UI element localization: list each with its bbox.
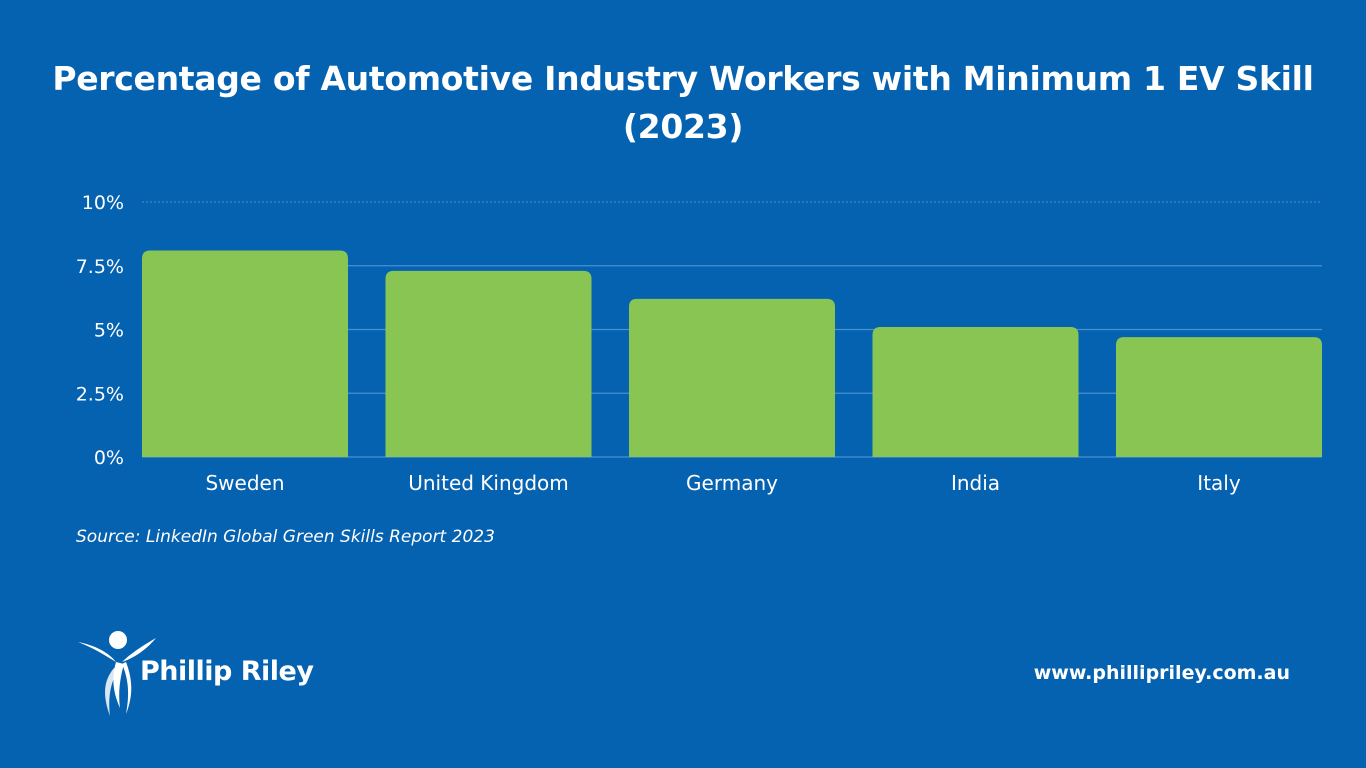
- bar-italy: [1116, 337, 1322, 457]
- y-tick-label: 7.5%: [76, 256, 124, 278]
- bar-india: [872, 326, 1079, 457]
- y-tick-label: 0%: [94, 447, 124, 469]
- y-tick-label: 5%: [94, 320, 124, 342]
- source-note: Source: LinkedIn Global Green Skills Rep…: [76, 527, 495, 547]
- chart-title-line-1: Percentage of Automotive Industry Worker…: [52, 59, 1314, 98]
- chart-title: Percentage of Automotive Industry Worker…: [0, 55, 1366, 151]
- bar-united-kingdom: [385, 270, 592, 457]
- bar-germany: [629, 298, 835, 457]
- x-tick-label: United Kingdom: [408, 471, 569, 495]
- chart-title-line-2: (2023): [622, 107, 744, 146]
- x-tick-label: Sweden: [205, 471, 284, 495]
- website-url[interactable]: www.phillipriley.com.au: [1033, 662, 1290, 684]
- bar-sweden: [142, 250, 348, 457]
- brand-name: Phillip Riley: [140, 656, 314, 687]
- y-tick-label: 10%: [82, 192, 124, 214]
- x-tick-label: Italy: [1197, 471, 1241, 495]
- y-tick-label: 2.5%: [76, 383, 124, 405]
- bar-chart: 0% 2.5% 5% 7.5% 10% Sweden United Kingdom Germa…: [76, 192, 1322, 495]
- figure-icon: [78, 631, 156, 716]
- x-tick-label: India: [951, 471, 1000, 495]
- x-tick-label: Germany: [686, 471, 778, 495]
